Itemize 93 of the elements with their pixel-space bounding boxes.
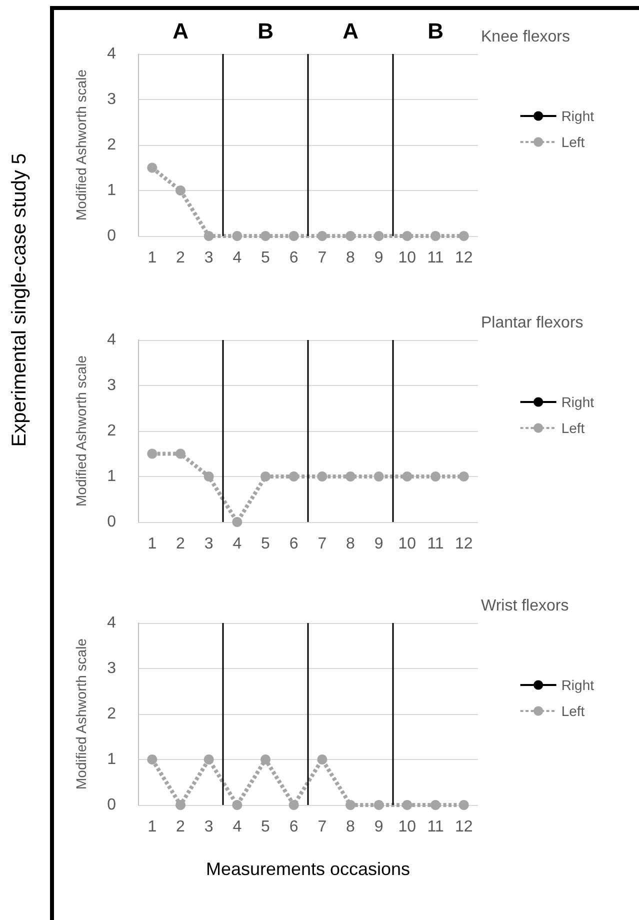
y-tick-label: 0: [107, 514, 116, 530]
point: [402, 472, 412, 482]
legend-label: Right: [561, 108, 594, 124]
point: [204, 472, 214, 482]
x-tick-label: 2: [176, 250, 186, 266]
x-tick-label: 9: [374, 250, 384, 266]
point: [346, 231, 356, 241]
y-tick-label: 2: [107, 706, 116, 722]
point: [288, 231, 299, 241]
point: [147, 162, 158, 173]
x-tick-label: 10: [398, 536, 416, 552]
x-tick-label: 5: [261, 818, 270, 836]
legend-label: Left: [561, 420, 585, 436]
x-tick-label: 4: [232, 536, 242, 552]
x-tick-label: 3: [204, 250, 214, 266]
x-tick-label: 6: [289, 250, 298, 266]
x-tick-label: 1: [148, 536, 157, 552]
x-tick-label: 3: [204, 818, 214, 836]
x-tick-label: 3: [204, 536, 214, 552]
x-tick-label: 7: [318, 818, 327, 836]
x-tick-label: 10: [398, 250, 416, 266]
x-tick-label: 8: [346, 818, 356, 836]
y-tick-label: 3: [107, 377, 116, 394]
text: B: [428, 18, 444, 44]
x-tick-label: 12: [454, 250, 473, 266]
point: [176, 186, 186, 196]
text: Plantar flexors: [481, 314, 584, 332]
text: A: [172, 18, 189, 44]
x-tick-label: 5: [261, 250, 270, 266]
x-tick-label: 5: [261, 536, 270, 552]
text: Knee flexors: [481, 28, 570, 46]
y-tick-label: 1: [107, 751, 116, 768]
x-tick-label: 9: [374, 818, 384, 836]
point: [317, 472, 328, 482]
x-tick-label: 8: [346, 250, 356, 266]
text: Experimental single-case study 5: [8, 153, 32, 447]
point: [374, 472, 384, 482]
y-tick-label: 2: [107, 136, 116, 154]
point: [260, 231, 270, 241]
point: [204, 231, 214, 241]
y-tick-label: 3: [107, 660, 116, 677]
point: [176, 448, 186, 459]
x-tick-label: 1: [148, 818, 157, 836]
y-tick-label: 0: [107, 796, 116, 814]
x-tick-label: 7: [318, 536, 327, 552]
legend-label: Right: [561, 394, 594, 410]
x-tick-label: 2: [176, 818, 186, 836]
point: [317, 231, 328, 241]
x-tick-label: 11: [427, 250, 444, 266]
x-tick-label: 11: [427, 818, 444, 836]
y-axis-title: Modified Ashworth scale: [73, 69, 89, 220]
x-tick-label: 4: [232, 250, 242, 266]
x-tick-label: 2: [176, 536, 186, 552]
y-axis-title: Modified Ashworth scale: [73, 638, 89, 790]
point: [232, 231, 242, 241]
point: [430, 472, 440, 482]
y-axis-title: Modified Ashworth scale: [73, 355, 89, 506]
x-axis-title: Measurements occasions: [206, 859, 410, 879]
text: B: [258, 18, 274, 44]
y-tick-label: 1: [107, 182, 116, 199]
x-tick-label: 6: [289, 818, 298, 836]
point: [232, 517, 242, 527]
legend-label: Right: [561, 677, 594, 693]
legend-label: Left: [561, 703, 585, 719]
x-tick-label: 6: [289, 536, 298, 552]
point: [346, 472, 356, 482]
point: [458, 231, 469, 241]
y-tick-label: 3: [107, 91, 116, 108]
point: [458, 472, 469, 482]
y-tick-label: 2: [107, 422, 116, 440]
x-tick-label: 11: [427, 536, 444, 552]
x-tick-label: 9: [374, 536, 384, 552]
y-tick-label: 4: [107, 46, 116, 62]
y-tick-label: 4: [107, 332, 116, 348]
x-tick-label: 1: [148, 250, 157, 266]
point: [402, 231, 412, 241]
x-tick-label: 10: [398, 818, 416, 836]
text: A: [342, 18, 359, 44]
x-tick-label: 12: [454, 536, 473, 552]
x-tick-label: 8: [346, 536, 356, 552]
point: [260, 472, 270, 482]
y-tick-label: 1: [107, 468, 116, 485]
x-tick-label: 12: [454, 818, 473, 836]
text: Wrist flexors: [481, 598, 569, 614]
point: [147, 448, 158, 459]
y-tick-label: 4: [107, 614, 116, 632]
point: [374, 231, 384, 241]
point: [430, 231, 440, 241]
legend-label: Left: [561, 134, 585, 150]
point: [288, 472, 299, 482]
x-tick-label: 7: [318, 250, 327, 266]
y-tick-label: 0: [107, 228, 116, 244]
x-tick-label: 4: [232, 818, 242, 836]
